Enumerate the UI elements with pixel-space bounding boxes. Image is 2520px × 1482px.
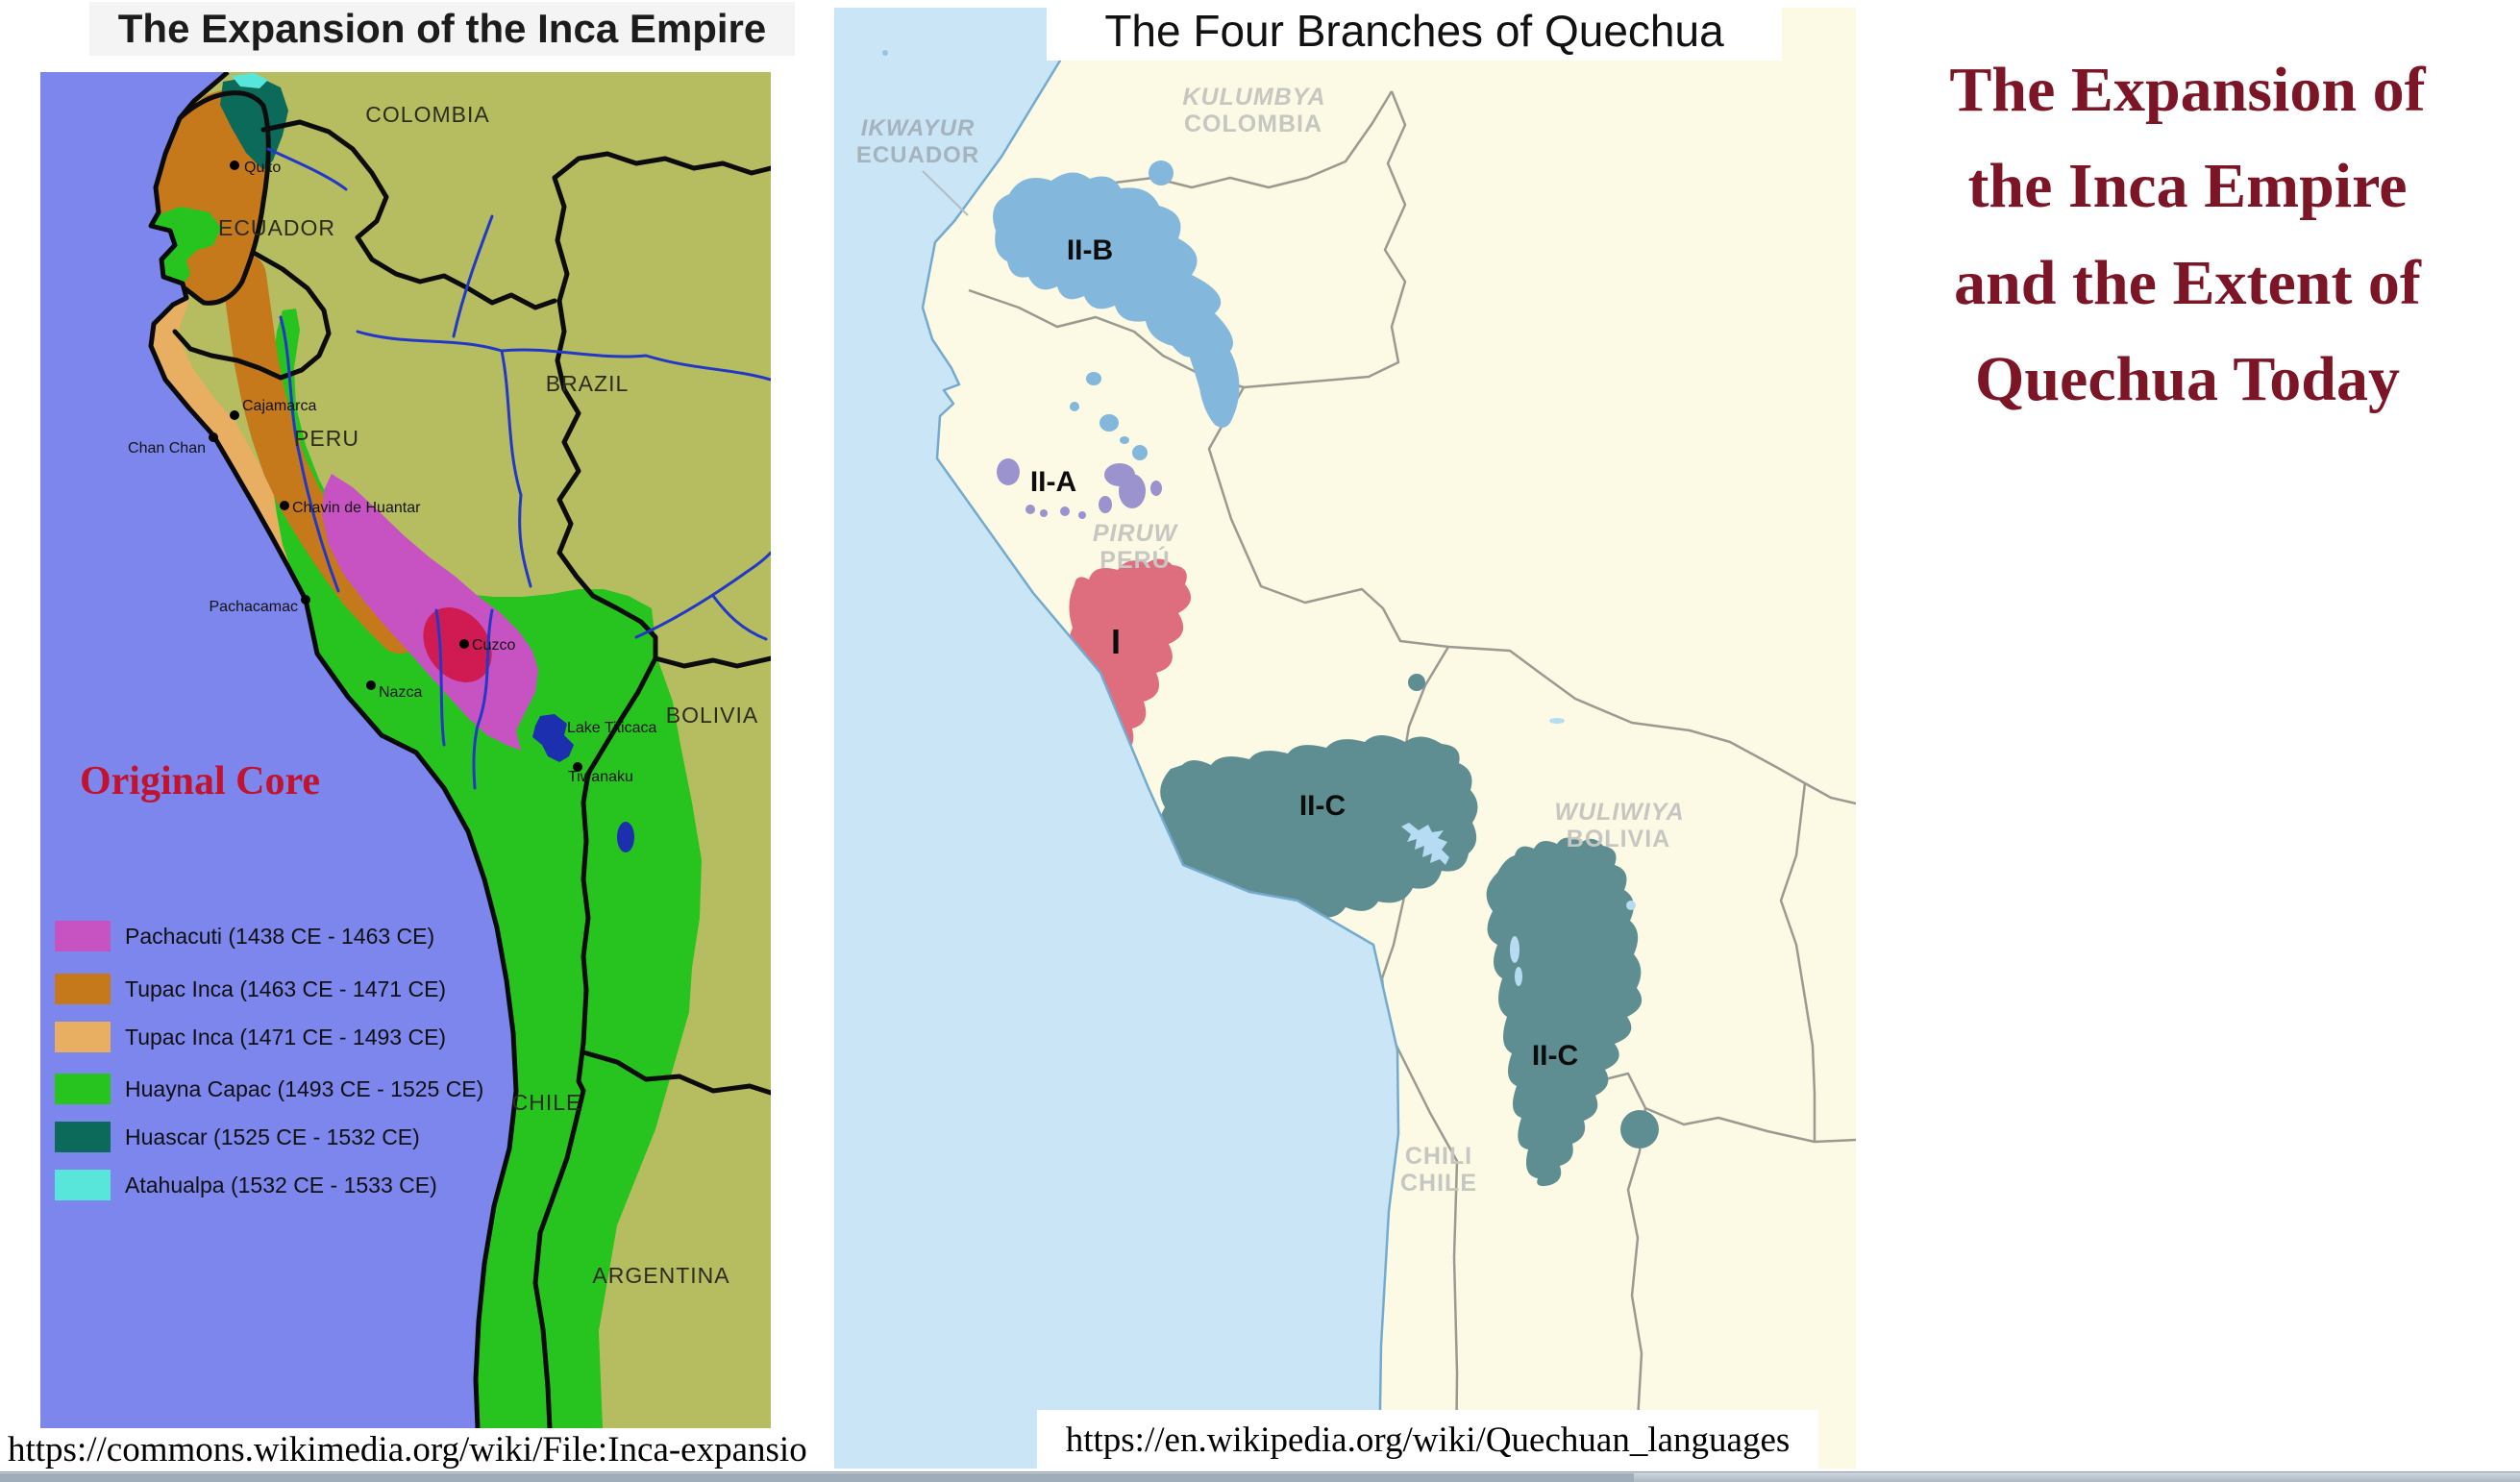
city-dot [301, 595, 310, 605]
label-ecuador-2: ECUADOR [856, 142, 979, 168]
city-label-tiwanaku: Tiwanaku [568, 769, 633, 785]
headline-line-4: Quechua Today [1974, 343, 2401, 414]
headline-line-1: The Expansion of [1949, 55, 2426, 125]
headline-line-2: the Inca Empire [1967, 151, 2408, 222]
slide-headline: The Expansion of the Inca Empire and the… [1855, 0, 2520, 428]
lake-titicaca [532, 714, 574, 762]
legend-swatch-pachacuti [55, 921, 111, 951]
city-dot [459, 639, 469, 649]
coastline [148, 72, 519, 1428]
city-label-pachacamac: Pachacamac [210, 599, 299, 615]
city-label-chavin: Chavin de Huantar [292, 500, 421, 516]
islet [882, 50, 888, 56]
region-II-C-north [1159, 735, 1478, 921]
right-map-source-url: https://en.wikipedia.org/wiki/Quechuan_l… [1065, 1420, 1791, 1460]
legend-label-huascar: Huascar (1525 CE - 1532 CE) [125, 1124, 420, 1149]
branch-label-IIA: II-A [1030, 466, 1076, 498]
city-dot [280, 501, 289, 510]
region-atahualpa [232, 73, 268, 88]
quechua-branches-map: IKWAYUR ECUADOR KULUMBYA COLOMBIA PIRUW … [834, 8, 1856, 1469]
left-map-source-url: https://commons.wikimedia.org/wiki/File:… [8, 1430, 807, 1470]
lake-small-4 [1626, 901, 1636, 910]
map-legend: Pachacuti (1438 CE - 1463 CE) Tupac Inca… [55, 921, 483, 1200]
label-leader-line [922, 170, 969, 216]
label-kulumbya: KULUMBYA [1182, 84, 1325, 111]
label-peru-2: PERÚ [1099, 545, 1170, 574]
branch-label-I: I [1111, 622, 1121, 661]
legend-label-huayna: Huayna Capac (1493 CE - 1525 CE) [125, 1076, 483, 1101]
region-II-C-south [1486, 837, 1643, 1187]
region-II-C-dot-large [1620, 1110, 1659, 1149]
lake-small-3 [1549, 718, 1565, 724]
city-dots [209, 161, 582, 772]
right-map-title: The Four Branches of Quechua [1104, 5, 1724, 56]
legend-label-atahualpa: Atahualpa (1532 CE - 1533 CE) [125, 1173, 437, 1198]
lake-small-1 [1510, 936, 1519, 963]
label-bolivia-2: BOLIVIA [1567, 826, 1670, 852]
lake-small-2 [1515, 967, 1522, 986]
horizontal-scrollbar[interactable] [0, 1471, 2520, 1482]
legend-label-pachacuti: Pachacuti (1438 CE - 1463 CE) [125, 924, 434, 949]
city-label-cajamarca: Cajamarca [242, 398, 316, 414]
inca-expansion-map: COLOMBIA ECUADOR BRAZIL PERU BOLIVIA CHI… [40, 72, 771, 1428]
city-label-nazca: Nazca [379, 684, 422, 701]
headline-line-3: and the Extent of [1954, 247, 2421, 318]
region-huascar [220, 76, 288, 170]
label-chili: CHILI [1405, 1143, 1472, 1170]
country-label-brazil: BRAZIL [546, 371, 630, 396]
country-borders [161, 90, 771, 1428]
left-map-title: The Expansion of the Inca Empire [117, 6, 767, 51]
city-label-cuzco: Cuzco [472, 637, 515, 654]
country-label-ecuador: ECUADOR [218, 215, 335, 240]
city-dot [209, 432, 218, 442]
lake-titicaca-2 [1401, 823, 1449, 865]
legend-swatch-atahualpa [55, 1170, 111, 1200]
country-label-argentina: ARGENTINA [592, 1263, 729, 1288]
region-II-A [997, 458, 1162, 519]
region-II-B [993, 25, 1240, 460]
coastline-2 [921, 8, 1400, 1469]
legend-swatch-tupac1 [55, 974, 111, 1004]
region-huayna-capac-hook [151, 207, 221, 285]
label-piruw: PIRUW [1093, 520, 1179, 547]
country-label-chile: CHILE [512, 1090, 582, 1115]
lake-poopo [617, 822, 634, 852]
label-wuliwiya: WULIWIYA [1554, 799, 1684, 826]
city-label-chan-chan: Chan Chan [128, 440, 206, 457]
legend-label-tupac1: Tupac Inca (1463 CE - 1471 CE) [125, 976, 446, 1001]
legend-swatch-huayna [55, 1074, 111, 1104]
label-colombia-2: COLOMBIA [1184, 111, 1322, 137]
country-label-colombia: COLOMBIA [365, 102, 489, 127]
rivers [161, 147, 771, 790]
label-ikwayur: IKWAYUR [861, 115, 976, 141]
branch-label-IIB: II-B [1067, 235, 1113, 266]
legend-swatch-huascar [55, 1122, 111, 1152]
lake-label-titicaca: Lake Titicaca [567, 720, 656, 736]
country-label-peru: PERU [294, 426, 359, 451]
right-map-source-bar: https://en.wikipedia.org/wiki/Quechuan_l… [1037, 1410, 1818, 1470]
scrollbar-thumb[interactable] [0, 1473, 1634, 1482]
city-dot [230, 410, 239, 420]
original-core-label: Original Core [80, 759, 320, 803]
region-pachacuti [322, 474, 538, 751]
label-chile-2: CHILE [1400, 1170, 1477, 1197]
region-II-C-dot-small [1408, 674, 1425, 691]
left-map-source-bar: https://commons.wikimedia.org/wiki/File:… [0, 1428, 832, 1471]
left-map-title-bar: The Expansion of the Inca Empire [89, 2, 795, 56]
country-label-bolivia: BOLIVIA [666, 703, 758, 728]
legend-swatch-tupac2 [55, 1022, 111, 1052]
right-map-title-bar: The Four Branches of Quechua [1047, 0, 1782, 61]
branch-label-IIC-2: II-C [1532, 1040, 1578, 1072]
city-dot [573, 762, 582, 772]
city-dot [366, 680, 376, 690]
city-dot [230, 161, 239, 170]
city-label-quito: Quito [244, 160, 281, 176]
branch-label-IIC-1: II-C [1299, 790, 1346, 822]
legend-label-tupac2: Tupac Inca (1471 CE - 1493 CE) [125, 1025, 446, 1050]
